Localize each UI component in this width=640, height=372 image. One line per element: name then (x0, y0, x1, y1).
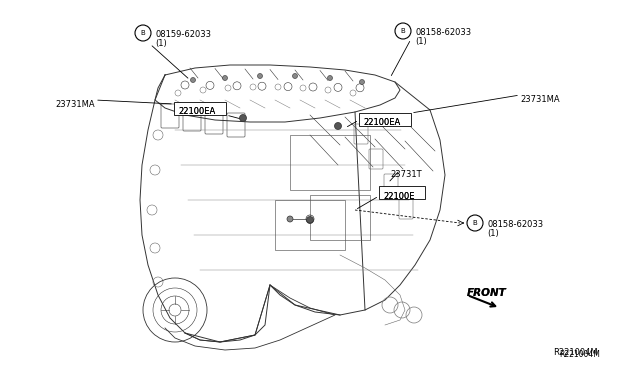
Text: R221004M: R221004M (559, 350, 600, 359)
Text: 22100E: 22100E (383, 192, 415, 201)
Circle shape (360, 80, 365, 84)
FancyBboxPatch shape (174, 102, 226, 115)
Text: 23731MA: 23731MA (520, 95, 559, 104)
FancyBboxPatch shape (359, 113, 411, 126)
Circle shape (223, 76, 227, 80)
Text: 22100EA: 22100EA (178, 107, 215, 116)
Circle shape (191, 77, 195, 83)
Text: 22100E: 22100E (383, 192, 415, 201)
Text: (1): (1) (155, 39, 167, 48)
Text: FRONT: FRONT (467, 288, 507, 298)
Text: FRONT: FRONT (467, 288, 507, 298)
Text: 22100EA: 22100EA (178, 107, 215, 116)
Text: B: B (141, 30, 145, 36)
Circle shape (257, 74, 262, 78)
Circle shape (239, 115, 246, 122)
Text: 22100EA: 22100EA (363, 118, 400, 127)
Text: 23731T: 23731T (390, 170, 422, 179)
Circle shape (335, 122, 342, 129)
Text: B: B (401, 28, 405, 34)
Text: (1): (1) (487, 229, 499, 238)
Text: 08159-62033: 08159-62033 (155, 30, 211, 39)
Text: 08158-62033: 08158-62033 (487, 220, 543, 229)
Circle shape (328, 76, 333, 80)
Text: 23731MA: 23731MA (56, 100, 95, 109)
Circle shape (307, 217, 314, 224)
Text: (1): (1) (415, 37, 427, 46)
Circle shape (287, 216, 293, 222)
Text: B: B (472, 220, 477, 226)
Circle shape (292, 74, 298, 78)
Text: R221004M: R221004M (554, 348, 598, 357)
Text: 22100EA: 22100EA (363, 118, 400, 127)
FancyBboxPatch shape (379, 186, 425, 199)
Text: 08158-62033: 08158-62033 (415, 28, 471, 37)
